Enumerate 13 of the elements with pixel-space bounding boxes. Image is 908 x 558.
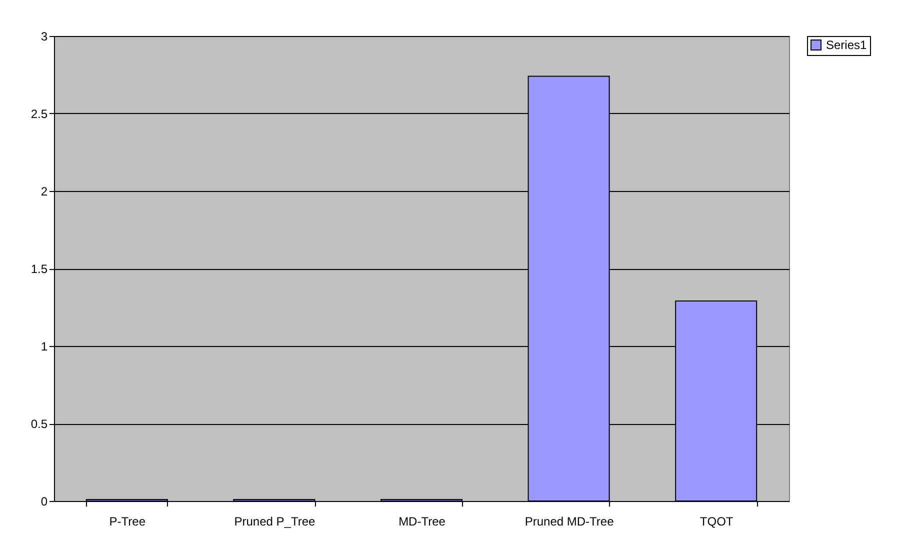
x-tick-label: TQOT (700, 514, 734, 528)
x-tick-label: Pruned P_Tree (234, 514, 316, 528)
x-tick-label: Pruned MD-Tree (524, 514, 614, 528)
legend-label: Series1 (826, 38, 868, 52)
y-tick-label: 2.5 (30, 107, 48, 121)
y-tick-label: 3 (40, 30, 48, 44)
y-tick-label: 0.5 (30, 417, 48, 431)
y-tick-label: 1 (40, 340, 48, 354)
y-tick-label: 0 (40, 494, 48, 508)
y-tick-label: 2 (40, 184, 48, 198)
x-tick-label: P-Tree (109, 514, 146, 528)
x-tick-label: MD-Tree (398, 514, 446, 528)
y-tick-label: 1.5 (30, 262, 48, 276)
